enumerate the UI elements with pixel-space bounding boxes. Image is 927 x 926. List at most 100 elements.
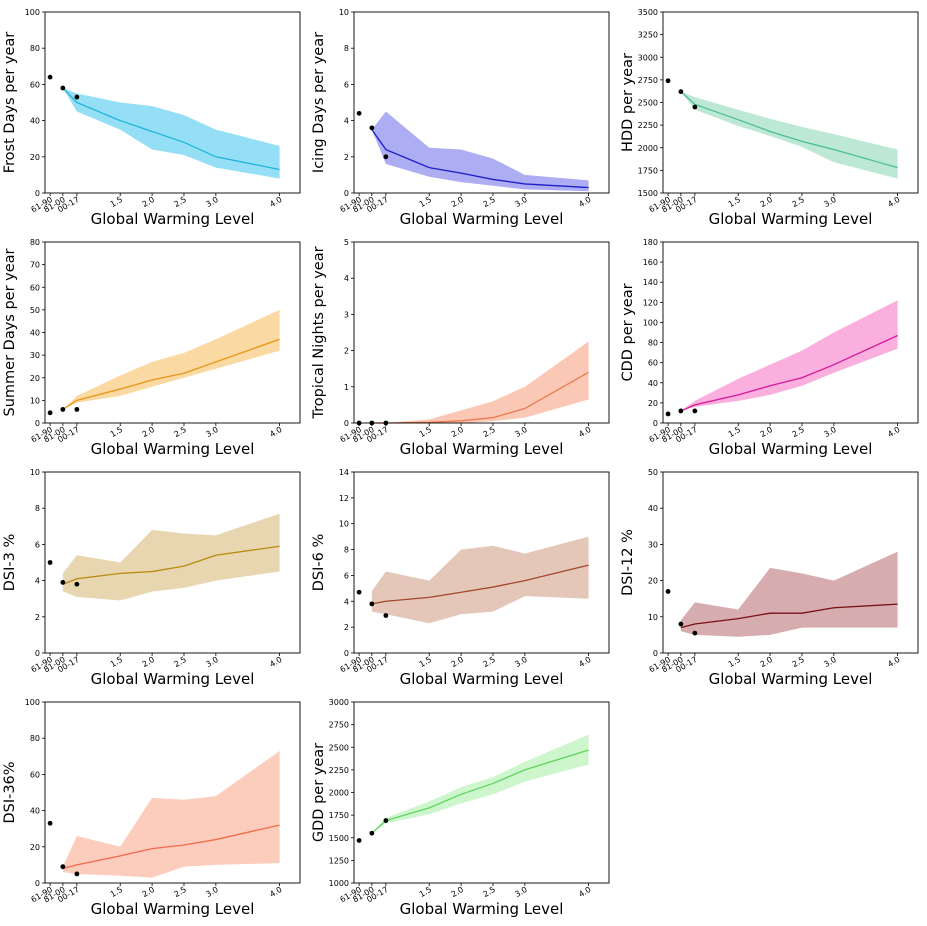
y-tick-label: 2 — [344, 153, 349, 162]
observation-point — [60, 864, 66, 870]
y-tick-label: 60 — [30, 283, 40, 292]
observation-point — [383, 154, 389, 160]
observation-point — [678, 621, 684, 627]
observation-point — [74, 581, 80, 587]
observation-point — [692, 630, 698, 636]
y-tick-label: 40 — [30, 117, 40, 126]
y-tick-label: 20 — [648, 399, 658, 408]
y-tick-label: 10 — [30, 468, 40, 477]
observation-point — [47, 820, 53, 826]
y-tick-label: 3000 — [329, 698, 349, 707]
x-tick-label: 2.5 — [172, 425, 188, 439]
series-line — [680, 603, 898, 629]
y-tick-label: 6 — [344, 80, 349, 89]
y-tick-label: 10 — [339, 8, 349, 17]
y-tick-label: 1 — [344, 383, 349, 392]
uncertainty-band — [371, 734, 589, 834]
x-tick-label: 3.0 — [513, 885, 529, 899]
y-tick-label: 40 — [30, 807, 40, 816]
y-tick-label: 0 — [35, 879, 40, 888]
x-tick-label: 2.5 — [172, 655, 188, 669]
x-tick-label: 1.5 — [418, 885, 434, 899]
series-line — [62, 338, 280, 410]
x-tick-label: 2.5 — [790, 425, 806, 439]
plot-frame — [44, 471, 301, 654]
x-tick-label: 1.5 — [727, 655, 743, 669]
x-axis-label: Global Warming Level — [91, 900, 255, 918]
y-tick-label: 0 — [653, 419, 658, 428]
observation-point — [383, 818, 389, 823]
plot-frame — [44, 11, 301, 194]
y-tick-label: 120 — [643, 298, 658, 307]
y-tick-label: 80 — [648, 339, 658, 348]
observation-point — [60, 85, 66, 91]
y-tick-label: 140 — [643, 278, 658, 287]
y-tick-label: 80 — [30, 238, 40, 247]
x-axis-label: Global Warming Level — [400, 440, 564, 458]
y-tick-label: 2 — [344, 623, 349, 632]
observation-point — [665, 78, 671, 84]
series-line — [680, 91, 898, 169]
uncertainty-band — [62, 513, 280, 601]
series-line — [62, 545, 280, 585]
y-tick-label: 60 — [648, 359, 658, 368]
x-tick-label: 4.0 — [886, 655, 902, 669]
chart-panel-7: 0 2 4 6 8 10 61-90 81-00 00-17 1.5 2.0 2.5 3.0 4.0 Glo… — [0, 460, 309, 690]
x-tick-label: 2.0 — [141, 655, 157, 669]
y-tick-label: 2000 — [638, 144, 658, 153]
x-tick-label: 2.5 — [172, 885, 188, 899]
y-tick-label: 3 — [344, 310, 349, 319]
observation-point — [356, 589, 362, 595]
y-axis-label: Summer Days per year — [2, 248, 18, 416]
x-tick-label: 3.0 — [822, 425, 838, 439]
x-tick-label: 3.0 — [204, 425, 220, 439]
x-tick-label: 2.5 — [481, 195, 497, 209]
x-tick-label: 4.0 — [268, 195, 284, 209]
x-tick-label: 1.5 — [418, 425, 434, 439]
y-tick-label: 50 — [648, 468, 658, 477]
series-line — [371, 564, 589, 605]
plot-frame — [353, 471, 610, 654]
observation-point — [60, 580, 66, 585]
chart-panel-11: 1000 1250 1500 1750 2000 2250 2500 2750 3000 61-9… — [309, 690, 618, 920]
x-tick-label: 2.0 — [141, 195, 157, 209]
x-tick-label: 2.0 — [759, 195, 775, 209]
y-tick-label: 2250 — [329, 766, 349, 775]
x-tick-label: 3.0 — [822, 195, 838, 209]
x-tick-label: 4.0 — [577, 195, 593, 209]
chart-panel-10: 0 20 40 60 80 100 61-90 81-00 00-17 1.5 2.0 2.5 3.0 4… — [0, 690, 309, 920]
y-tick-label: 1500 — [329, 834, 349, 843]
y-axis-label: Icing Days per year — [311, 32, 327, 173]
y-tick-label: 4 — [344, 597, 349, 606]
chart-panel-9: 0 10 20 30 40 50 61-90 81-00 00-17 1.5 2.0 2.5 3.0 4.… — [618, 460, 927, 690]
observation-point — [74, 407, 80, 412]
y-axis-label: CDD per year — [620, 283, 636, 381]
observation-point — [665, 589, 671, 594]
y-tick-label: 2 — [344, 347, 349, 356]
observation-point — [356, 838, 362, 843]
y-tick-label: 5 — [344, 238, 349, 247]
y-tick-label: 70 — [30, 261, 40, 270]
y-axis-label: DSI-3 % — [2, 534, 18, 592]
observation-point — [692, 104, 698, 110]
y-tick-label: 100 — [643, 318, 658, 327]
chart-panel-2: 0 2 4 6 8 10 61-90 81-00 00-17 1.5 2.0 2.5 3.0 4.0 Glo… — [309, 0, 618, 230]
x-tick-label: 4.0 — [886, 195, 902, 209]
y-tick-label: 0 — [344, 419, 349, 428]
y-tick-label: 0 — [344, 189, 349, 198]
y-tick-label: 60 — [30, 80, 40, 89]
plot-frame — [353, 11, 610, 194]
y-tick-label: 20 — [648, 577, 658, 586]
series-line — [62, 87, 280, 171]
chart-panel-6: 0 20 40 60 80 100 120 140 160 180 61-90 81-00 00-17 1… — [618, 230, 927, 460]
y-tick-label: 0 — [653, 649, 658, 658]
chart-panel-3: 1500 1750 2000 2250 2500 2750 3000 3250 3500 61-9… — [618, 0, 927, 230]
y-tick-label: 8 — [344, 44, 349, 53]
x-tick-label: 3.0 — [822, 655, 838, 669]
x-tick-label: 1.5 — [109, 425, 125, 439]
